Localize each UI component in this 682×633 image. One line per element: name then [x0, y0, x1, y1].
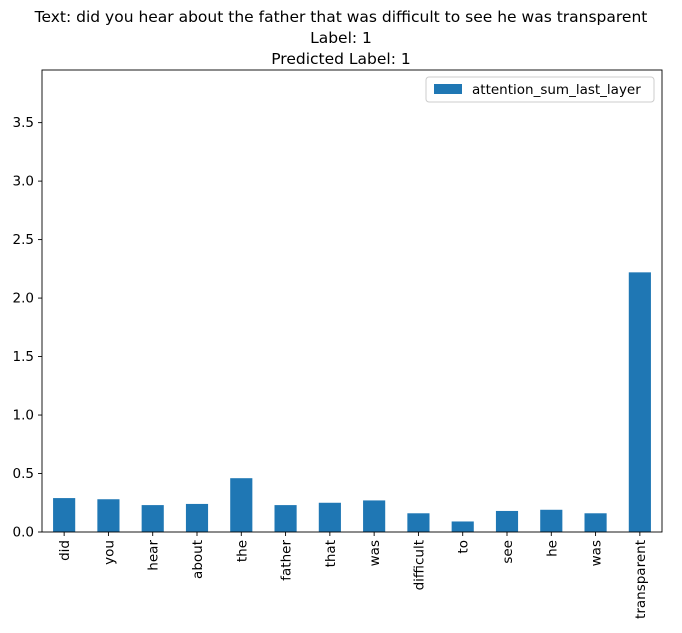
bar-he — [540, 509, 563, 532]
plot-frame — [41, 69, 663, 533]
x-tick-label: about — [190, 540, 206, 579]
bar-you — [97, 499, 120, 532]
x-tick-label: was — [589, 540, 605, 566]
y-tick-label: 2.5 — [13, 232, 34, 248]
y-tick-label: 3.5 — [13, 115, 34, 131]
bar-was — [363, 500, 386, 532]
y-tick-label: 1.0 — [13, 408, 34, 424]
y-tick-label: 3.0 — [13, 174, 34, 190]
bar-see — [495, 510, 519, 532]
x-tick-label: hear — [146, 540, 162, 571]
bar-was — [584, 513, 607, 532]
x-tick-label: father — [279, 540, 295, 581]
x-tick-label: the — [234, 540, 250, 562]
bar-did — [53, 498, 76, 532]
x-tick-label: transparent — [633, 540, 649, 619]
legend-box — [425, 76, 655, 103]
x-tick-label: that — [323, 540, 339, 567]
legend-swatch — [434, 84, 462, 94]
x-tick-label: to — [456, 540, 472, 554]
chart-title-line-2: Label: 1 — [310, 29, 372, 47]
x-tick-label: you — [101, 540, 117, 565]
bar-that — [318, 502, 341, 532]
x-tick-label: did — [57, 540, 73, 561]
bar-hear — [141, 505, 164, 532]
bar-to — [451, 521, 474, 532]
y-tick-label: 1.5 — [13, 349, 34, 365]
legend-label: attention_sum_last_layer — [472, 82, 641, 98]
bar-transparent — [628, 272, 651, 532]
x-tick-label: see — [500, 540, 516, 564]
bar-about — [185, 503, 209, 532]
chart-title-line-1: Text: did you hear about the father that… — [34, 8, 648, 26]
bar-difficult — [407, 513, 430, 532]
y-tick-label: 0.0 — [13, 525, 34, 541]
chart-title-line-3: Predicted Label: 1 — [271, 50, 411, 68]
x-tick-label: was — [367, 540, 383, 566]
bar-the — [230, 478, 253, 532]
y-tick-label: 2.0 — [13, 291, 34, 307]
y-tick-label: 0.5 — [13, 466, 34, 482]
bar-father — [274, 505, 297, 532]
x-tick-label: difficult — [411, 540, 427, 590]
x-tick-label: he — [544, 540, 560, 557]
